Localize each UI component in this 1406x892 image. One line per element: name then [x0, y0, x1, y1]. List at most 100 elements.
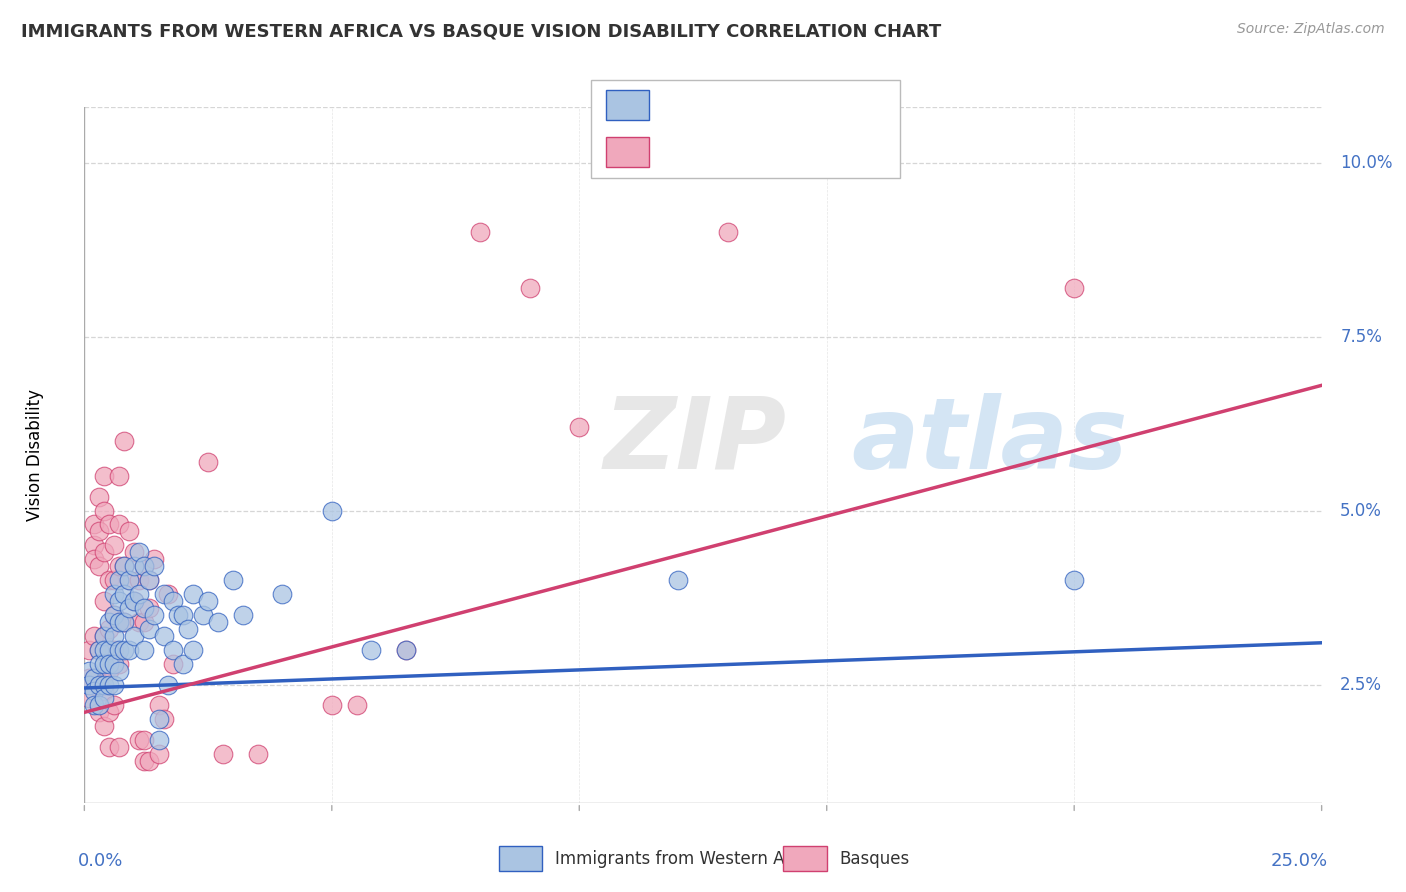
Point: [148, 733, 170, 747]
Point: [138, 573, 160, 587]
Point: [108, 615, 131, 629]
Point: [112, 559, 135, 574]
Point: [93, 684, 115, 698]
Point: [128, 587, 150, 601]
Point: [98, 615, 121, 629]
Point: [197, 594, 219, 608]
Point: [93, 691, 115, 706]
Text: 69: 69: [844, 96, 869, 114]
Point: [93, 719, 115, 733]
Point: [138, 754, 160, 768]
Point: [103, 607, 125, 622]
Point: [103, 538, 125, 552]
Point: [118, 573, 141, 587]
Point: [89, 642, 111, 657]
Point: [138, 573, 160, 587]
Point: [112, 615, 135, 629]
Point: [128, 573, 150, 587]
Point: [103, 607, 125, 622]
Text: 0.141: 0.141: [720, 96, 778, 114]
Point: [138, 601, 160, 615]
Point: [89, 642, 111, 657]
Point: [207, 615, 229, 629]
Point: [666, 573, 689, 587]
Point: [103, 642, 125, 657]
Point: [93, 629, 115, 643]
Point: [122, 545, 145, 559]
Point: [177, 622, 200, 636]
Point: [162, 642, 184, 657]
Bar: [499, 847, 543, 871]
Point: [93, 468, 115, 483]
Point: [152, 629, 174, 643]
Point: [148, 698, 170, 713]
Point: [122, 594, 145, 608]
Point: [181, 642, 204, 657]
Point: [132, 754, 155, 768]
Text: 72: 72: [844, 143, 869, 161]
Point: [197, 455, 219, 469]
Point: [172, 657, 194, 671]
Text: N =: N =: [792, 96, 831, 114]
Point: [132, 559, 155, 574]
Point: [93, 642, 115, 657]
Point: [212, 747, 235, 761]
Text: 7.5%: 7.5%: [1340, 327, 1382, 345]
Point: [157, 587, 180, 601]
Text: 0.0%: 0.0%: [79, 852, 124, 870]
Point: [346, 698, 368, 713]
Text: ZIP: ZIP: [605, 392, 787, 490]
Point: [89, 657, 111, 671]
Bar: [783, 847, 827, 871]
Point: [232, 607, 254, 622]
Point: [103, 587, 125, 601]
Text: Basques: Basques: [839, 849, 910, 868]
Point: [148, 712, 170, 726]
Text: R =: R =: [665, 96, 704, 114]
Text: 10.0%: 10.0%: [1340, 153, 1393, 171]
Point: [108, 573, 131, 587]
Point: [83, 684, 105, 698]
Point: [89, 706, 111, 720]
Point: [108, 664, 131, 678]
Point: [112, 559, 135, 574]
Point: [470, 225, 492, 239]
Point: [128, 545, 150, 559]
Point: [162, 657, 184, 671]
Point: [89, 524, 111, 539]
Point: [108, 740, 131, 755]
Point: [519, 281, 541, 295]
Point: [148, 747, 170, 761]
Point: [118, 524, 141, 539]
Text: 5.0%: 5.0%: [1340, 501, 1382, 519]
Point: [108, 642, 131, 657]
Point: [118, 573, 141, 587]
Point: [271, 587, 294, 601]
Point: [112, 642, 135, 657]
Point: [122, 559, 145, 574]
Point: [89, 698, 111, 713]
Point: [98, 622, 121, 636]
Point: [167, 607, 190, 622]
Point: [142, 559, 165, 574]
Point: [360, 642, 382, 657]
Point: [246, 747, 269, 761]
Point: [132, 615, 155, 629]
Point: [98, 706, 121, 720]
Point: [395, 642, 418, 657]
Point: [83, 538, 105, 552]
Point: [103, 657, 125, 671]
Point: [108, 594, 131, 608]
Text: N =: N =: [792, 143, 831, 161]
Point: [89, 559, 111, 574]
Point: [93, 545, 115, 559]
Point: [98, 657, 121, 671]
Point: [142, 552, 165, 566]
Point: [79, 677, 101, 691]
Point: [1063, 281, 1085, 295]
Point: [222, 573, 245, 587]
Point: [112, 615, 135, 629]
Point: [108, 517, 131, 532]
Point: [83, 698, 105, 713]
FancyBboxPatch shape: [591, 80, 900, 178]
